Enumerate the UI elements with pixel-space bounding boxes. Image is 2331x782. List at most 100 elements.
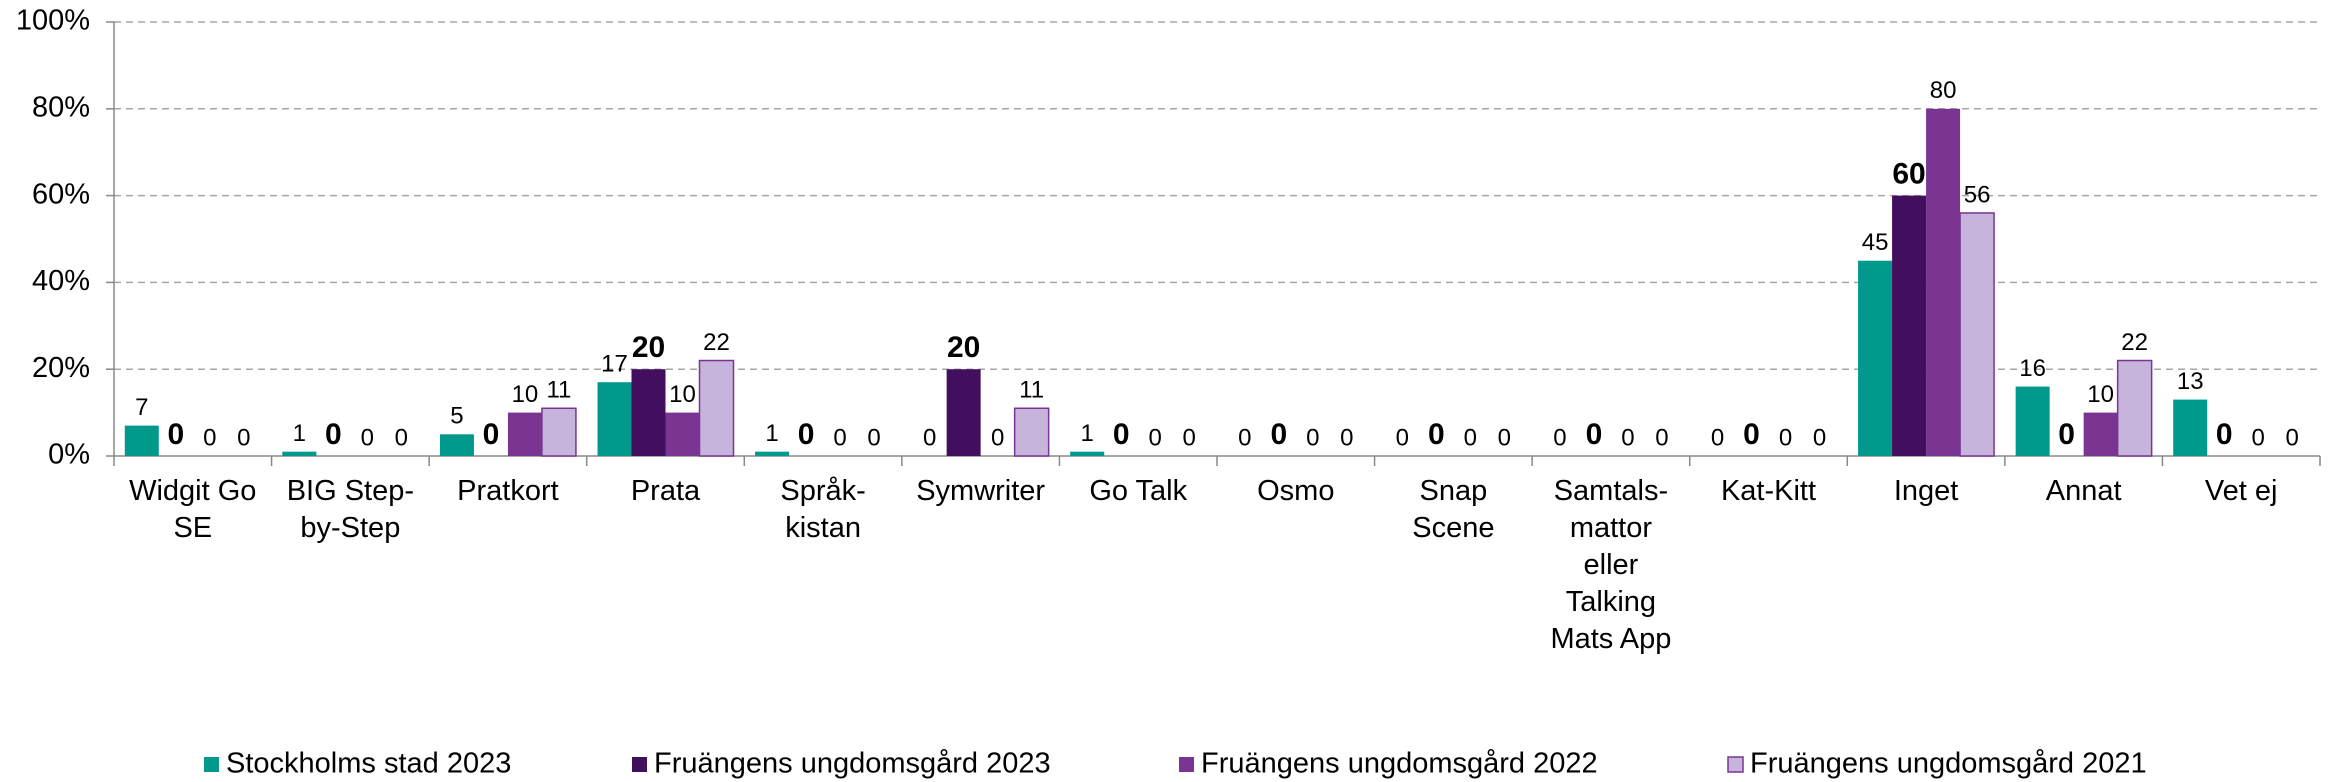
data-label: 0 <box>1743 418 1760 451</box>
x-tick-label: Kat-Kitt <box>1721 475 1816 507</box>
data-label: 0 <box>923 424 936 451</box>
x-tick-label: Språk-kistan <box>780 475 865 544</box>
data-label: 0 <box>833 424 846 451</box>
data-label: 0 <box>1238 424 1251 451</box>
legend-swatch <box>1179 757 1194 772</box>
x-tick-label: Widgit Go SE <box>129 475 256 544</box>
data-label: 7 <box>135 394 148 421</box>
bar <box>2173 399 2208 456</box>
data-label: 22 <box>703 329 730 356</box>
bar <box>439 434 474 456</box>
bar <box>1858 260 1893 456</box>
data-label: 0 <box>1113 418 1130 451</box>
bar <box>507 412 542 456</box>
data-label: 1 <box>1081 420 1094 447</box>
x-tick-label: Inget <box>1894 475 1959 507</box>
x-tick-label: Prata <box>631 475 701 507</box>
data-label: 5 <box>450 403 463 430</box>
x-tick-label: Symwriter <box>916 475 1045 507</box>
bar <box>2083 412 2118 456</box>
data-label: 56 <box>1964 181 1991 208</box>
bar <box>1959 212 1995 457</box>
data-label: 0 <box>167 418 184 451</box>
data-label: 60 <box>1892 158 1925 191</box>
y-tick-label: 60% <box>32 178 90 210</box>
data-label: 0 <box>1306 424 1319 451</box>
data-label: 0 <box>1655 424 1668 451</box>
y-tick-label: 100% <box>16 5 90 37</box>
data-label: 80 <box>1930 77 1957 104</box>
data-label: 0 <box>1779 424 1792 451</box>
data-label: 11 <box>546 377 571 404</box>
data-label: 11 <box>1019 377 1044 404</box>
x-tick-label: Osmo <box>1257 475 1334 507</box>
data-label: 0 <box>798 418 815 451</box>
data-label: 45 <box>1862 229 1889 256</box>
data-label: 0 <box>483 418 500 451</box>
data-label: 0 <box>1340 424 1353 451</box>
data-label: 0 <box>1149 424 1162 451</box>
bar <box>665 412 700 456</box>
data-label: 0 <box>1183 424 1196 451</box>
bar <box>1892 195 1927 456</box>
x-tick-label: Vet ej <box>2205 475 2278 507</box>
legend-swatch <box>204 757 219 772</box>
x-tick-label: Snap Scene <box>1412 475 1494 544</box>
data-label: 0 <box>2252 424 2265 451</box>
data-label: 0 <box>867 424 880 451</box>
data-label: 1 <box>293 420 306 447</box>
bar <box>946 369 981 456</box>
legend-swatch <box>632 757 647 772</box>
data-label: 0 <box>1498 424 1511 451</box>
data-label: 0 <box>203 424 216 451</box>
data-label: 0 <box>361 424 374 451</box>
bar <box>2116 359 2153 457</box>
bar <box>755 451 790 456</box>
x-tick-label: Annat <box>2046 475 2122 507</box>
bar <box>282 451 317 456</box>
data-label: 0 <box>991 424 1004 451</box>
data-label: 10 <box>512 381 539 408</box>
x-tick-label: BIG Step-by-Step <box>287 475 414 544</box>
bar <box>698 359 735 457</box>
bar <box>541 407 577 457</box>
data-label: 0 <box>2286 424 2299 451</box>
y-tick-label: 80% <box>32 91 90 123</box>
data-label: 16 <box>2019 355 2046 382</box>
x-tick-label: Samtals-mattor eller Talking Mats App <box>1550 475 1671 655</box>
data-label: 0 <box>1396 424 1409 451</box>
data-label: 0 <box>1813 424 1826 451</box>
data-label: 22 <box>2121 329 2148 356</box>
data-label: 0 <box>2216 418 2233 451</box>
data-label: 0 <box>1428 418 1445 451</box>
data-label: 20 <box>632 331 665 364</box>
bar <box>124 425 159 456</box>
data-label: 20 <box>947 331 980 364</box>
data-label: 10 <box>2087 381 2114 408</box>
legend-label: Stockholms stad 2023 <box>226 748 511 780</box>
data-label: 17 <box>601 351 628 378</box>
data-label: 13 <box>2177 368 2204 395</box>
legend-label: Fruängens ungdomsgård 2021 <box>1750 748 2147 780</box>
bar <box>1013 407 1050 457</box>
data-label: 1 <box>765 420 778 447</box>
data-label: 10 <box>669 381 696 408</box>
bar <box>631 369 666 456</box>
bar <box>1926 108 1961 457</box>
bar <box>2015 386 2050 456</box>
legend-swatch <box>1727 756 1744 773</box>
data-label: 0 <box>2058 418 2075 451</box>
y-tick-label: 40% <box>32 265 90 297</box>
data-label: 0 <box>1621 424 1634 451</box>
data-label: 0 <box>1586 418 1603 451</box>
data-label: 0 <box>395 424 408 451</box>
data-label: 0 <box>1270 418 1287 451</box>
legend-label: Fruängens ungdomsgård 2022 <box>1201 748 1598 780</box>
bar <box>597 382 632 456</box>
x-tick-label: Go Talk <box>1089 475 1187 507</box>
data-label: 0 <box>237 424 250 451</box>
bar <box>1070 451 1105 456</box>
data-label: 0 <box>325 418 342 451</box>
data-label: 0 <box>1464 424 1477 451</box>
